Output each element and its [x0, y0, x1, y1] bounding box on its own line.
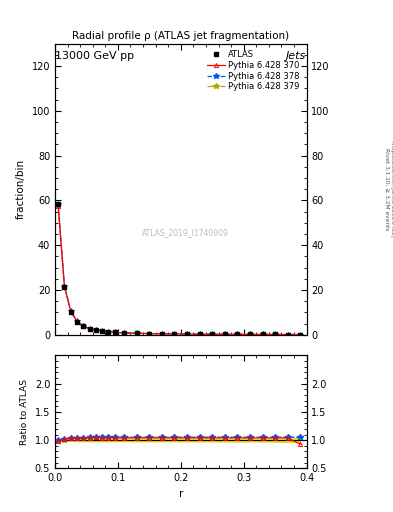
Text: 13000 GeV pp: 13000 GeV pp	[55, 51, 134, 61]
Text: mcplots.cern.ch [arXiv:1306.3436]: mcplots.cern.ch [arXiv:1306.3436]	[390, 141, 393, 237]
Title: Radial profile ρ (ATLAS jet fragmentation): Radial profile ρ (ATLAS jet fragmentatio…	[72, 31, 289, 41]
Text: Rivet 3.1.10, ≥ 3.2M events: Rivet 3.1.10, ≥ 3.2M events	[385, 148, 389, 230]
X-axis label: r: r	[178, 489, 183, 499]
Y-axis label: Ratio to ATLAS: Ratio to ATLAS	[20, 379, 29, 445]
Text: ATLAS_2019_I1740909: ATLAS_2019_I1740909	[142, 228, 229, 238]
Legend: ATLAS, Pythia 6.428 370, Pythia 6.428 378, Pythia 6.428 379: ATLAS, Pythia 6.428 370, Pythia 6.428 37…	[204, 48, 302, 94]
Text: Jets: Jets	[286, 51, 307, 61]
Y-axis label: fraction/bin: fraction/bin	[16, 159, 26, 219]
